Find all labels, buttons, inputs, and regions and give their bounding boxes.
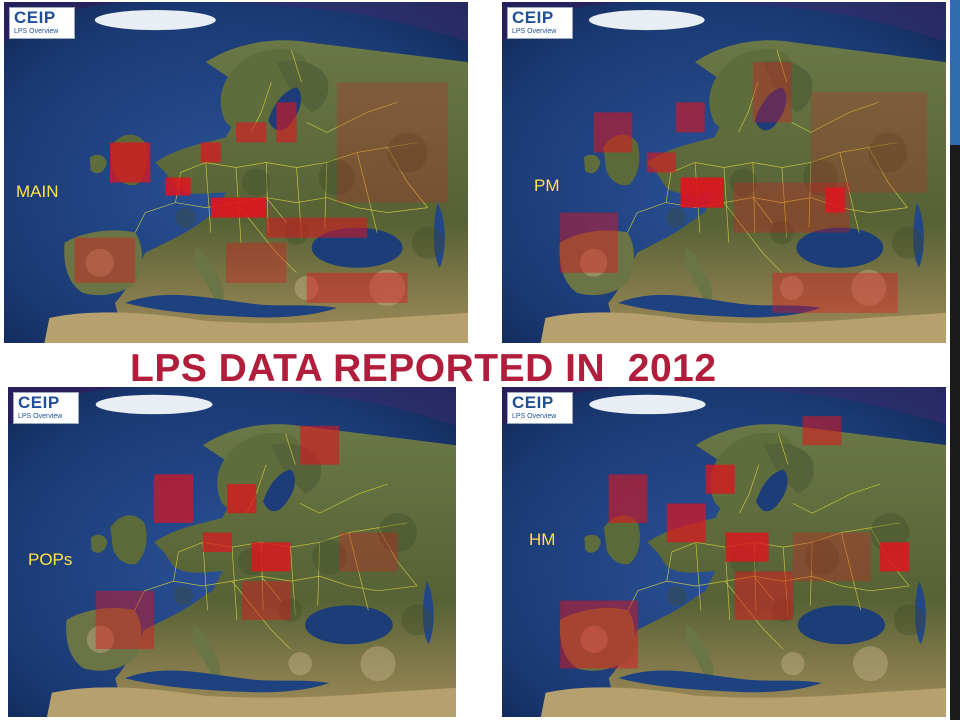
logo-brand: CEIP [14,8,56,27]
logo-subtitle: LPS Overview [14,28,59,35]
logo-brand: CEIP [512,8,554,27]
slide-title: LPS DATA REPORTED IN 2012 [130,347,717,390]
point-sources [74,82,448,303]
logo-brand: CEIP [512,393,554,412]
map-panel-hm: CEIP LPS Overview HM [502,387,948,717]
ceip-logo: CEIP LPS Overview [9,7,75,39]
logo-subtitle: LPS Overview [512,413,557,420]
logo-subtitle: LPS Overview [512,28,557,35]
ceip-logo: CEIP LPS Overview [507,7,573,39]
europe-map [502,387,948,717]
right-edge-bar [950,0,960,720]
right-edge-strip [946,0,950,720]
europe-map [502,2,946,343]
map-panel-pops: CEIP LPS Overview POPs [8,387,456,717]
logo-brand: CEIP [18,393,60,412]
point-sources [559,62,927,313]
europe-map [8,387,456,717]
map-panel-pm: CEIP LPS Overview PM [502,2,946,343]
panel-label-main: MAIN [16,182,59,201]
panel-label-hm: HM [529,530,556,549]
point-sources [560,416,910,669]
ceip-logo: CEIP LPS Overview [13,392,79,424]
panel-label-pops: POPs [28,550,73,569]
panel-label-pm: PM [534,176,560,195]
ceip-logo: CEIP LPS Overview [507,392,573,424]
right-edge-accent [950,0,960,145]
map-panel-main: CEIP LPS Overview MAIN [4,2,468,343]
logo-subtitle: LPS Overview [18,413,63,420]
point-sources [95,425,398,650]
europe-map [4,2,468,343]
